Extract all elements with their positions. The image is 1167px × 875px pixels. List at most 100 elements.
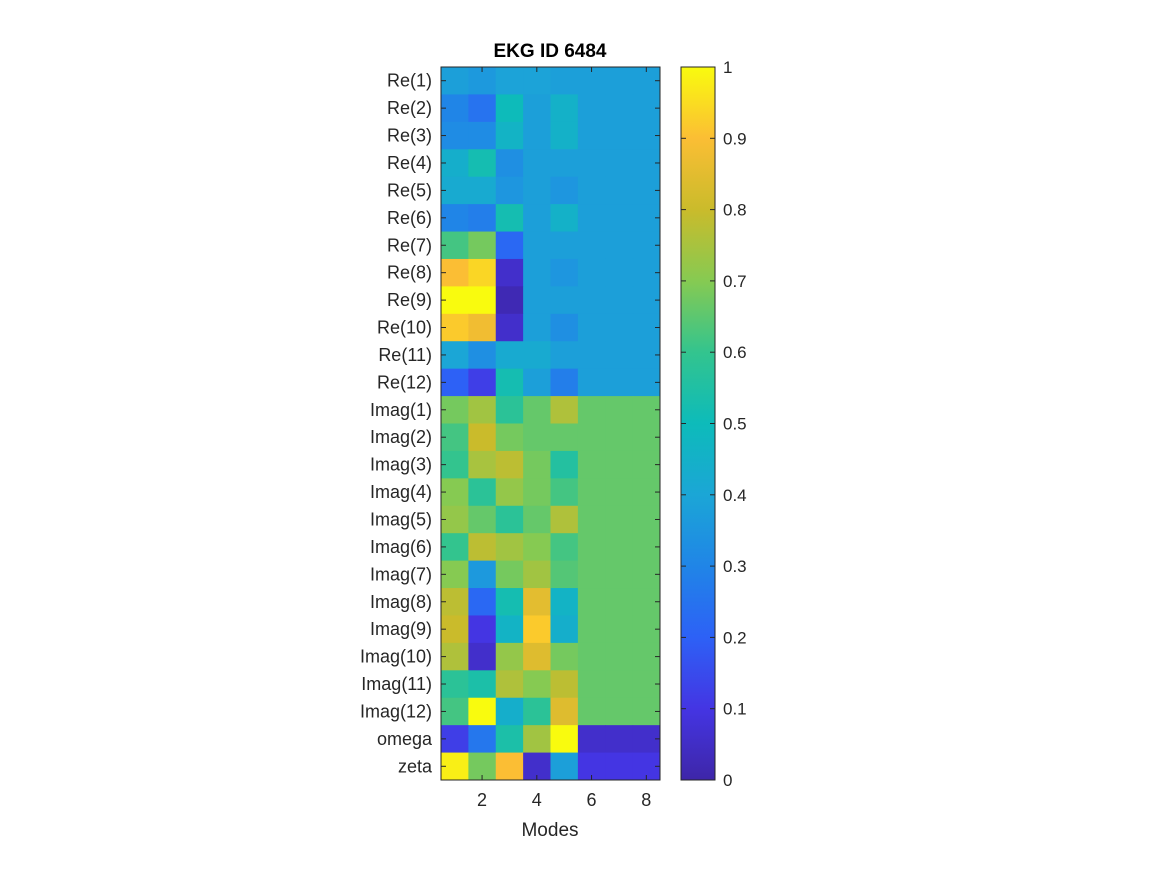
heatmap-cell xyxy=(468,396,497,424)
colorbar-tick-label: 0.1 xyxy=(723,700,747,719)
heatmap-cell xyxy=(468,176,497,205)
heatmap-cell xyxy=(605,642,634,671)
heatmap-cell xyxy=(495,697,524,726)
heatmap-cell xyxy=(577,121,606,150)
colorbar-tick-label: 0.3 xyxy=(723,557,747,576)
heatmap-cell xyxy=(523,204,552,233)
heatmap-cell xyxy=(605,231,634,260)
heatmap-cell xyxy=(523,94,552,123)
heatmap-cell xyxy=(605,396,634,424)
heatmap-cell xyxy=(495,752,524,781)
row-label: Imag(10) xyxy=(360,647,432,667)
heatmap-cell xyxy=(523,670,552,699)
heatmap-cell xyxy=(495,341,524,370)
heatmap-cell xyxy=(468,642,497,671)
heatmap-cell xyxy=(523,286,552,315)
heatmap-cell xyxy=(605,67,634,95)
heatmap-axes xyxy=(440,66,661,781)
heatmap-cell xyxy=(577,176,606,205)
heatmap-cell xyxy=(605,533,634,562)
heatmap-cell xyxy=(550,149,579,178)
heatmap-cell xyxy=(550,67,579,95)
heatmap-cell xyxy=(468,670,497,699)
heatmap-cell xyxy=(605,505,634,534)
heatmap-cell xyxy=(577,313,606,342)
heatmap-cell xyxy=(495,121,524,150)
heatmap-cell xyxy=(468,588,497,616)
heatmap-cell xyxy=(495,204,524,233)
heatmap-cell xyxy=(605,313,634,342)
x-tick-label: 6 xyxy=(587,790,597,810)
heatmap-cell xyxy=(523,450,552,479)
heatmap-cell xyxy=(495,642,524,671)
heatmap-cell xyxy=(495,286,524,315)
heatmap-cell xyxy=(550,258,579,287)
heatmap-cell xyxy=(550,368,579,397)
colorbar-tick-label: 1 xyxy=(723,58,732,77)
heatmap-cell xyxy=(577,341,606,370)
heatmap-cell xyxy=(605,204,634,233)
heatmap-cell xyxy=(523,176,552,205)
heatmap-cell xyxy=(550,396,579,424)
row-label: Imag(1) xyxy=(370,400,432,420)
heatmap-cell xyxy=(577,204,606,233)
heatmap-cell xyxy=(577,642,606,671)
heatmap-cell xyxy=(523,505,552,534)
heatmap-cell xyxy=(605,478,634,507)
heatmap-cell xyxy=(495,176,524,205)
heatmap-cell xyxy=(550,505,579,534)
colorbar-tick-label: 0.8 xyxy=(723,201,747,220)
heatmap-cell xyxy=(468,121,497,150)
heatmap-cell xyxy=(605,423,634,452)
heatmap-cell xyxy=(550,478,579,507)
heatmap-cell xyxy=(468,231,497,260)
heatmap-cell xyxy=(577,258,606,287)
heatmap-cell xyxy=(577,478,606,507)
heatmap-cell xyxy=(550,615,579,644)
heatmap-cell xyxy=(495,533,524,562)
row-label: Re(6) xyxy=(387,208,432,228)
heatmap-cell xyxy=(577,560,606,589)
row-label: Re(8) xyxy=(387,263,432,283)
heatmap-cell xyxy=(577,670,606,699)
colorbar-tick-label: 0.7 xyxy=(723,272,747,291)
heatmap-cell xyxy=(605,670,634,699)
heatmap-cell xyxy=(495,423,524,452)
heatmap-cell xyxy=(523,231,552,260)
heatmap-cell xyxy=(550,560,579,589)
x-tick-labels: 2 4 6 8 xyxy=(477,790,651,810)
row-label: Re(1) xyxy=(387,71,432,91)
row-label: Imag(7) xyxy=(370,564,432,584)
heatmap-cell xyxy=(495,450,524,479)
row-label: Re(11) xyxy=(378,345,432,365)
heatmap-cell xyxy=(495,149,524,178)
heatmap-cell xyxy=(468,368,497,397)
heatmap-cell xyxy=(550,450,579,479)
heatmap-cell xyxy=(550,231,579,260)
row-label: Imag(3) xyxy=(370,455,432,475)
heatmap-cell xyxy=(468,258,497,287)
heatmap-cell xyxy=(550,697,579,726)
colorbar-tick-label: 0.4 xyxy=(723,486,747,505)
x-tick-label: 2 xyxy=(477,790,487,810)
heatmap-cell xyxy=(523,258,552,287)
heatmap-cell xyxy=(577,149,606,178)
heatmap-cell xyxy=(577,533,606,562)
heatmap-cell xyxy=(605,560,634,589)
heatmap-cell xyxy=(605,176,634,205)
heatmap-cell xyxy=(550,423,579,452)
row-label: Imag(9) xyxy=(370,619,432,639)
heatmap-cell xyxy=(577,231,606,260)
heatmap-cell xyxy=(577,505,606,534)
heatmap-cell xyxy=(523,725,552,754)
heatmap-cell xyxy=(550,642,579,671)
colorbar: 0 0.1 0.2 0.3 0.4 0.5 0.6 0.7 0.8 0.9 1 xyxy=(680,58,747,790)
heatmap-cell xyxy=(550,533,579,562)
heatmap-cell xyxy=(495,368,524,397)
heatmap-cell xyxy=(495,313,524,342)
colorbar-gradient xyxy=(681,67,715,780)
heatmap-cell xyxy=(577,423,606,452)
row-label: Re(4) xyxy=(387,153,432,173)
x-tick-label: 8 xyxy=(641,790,651,810)
